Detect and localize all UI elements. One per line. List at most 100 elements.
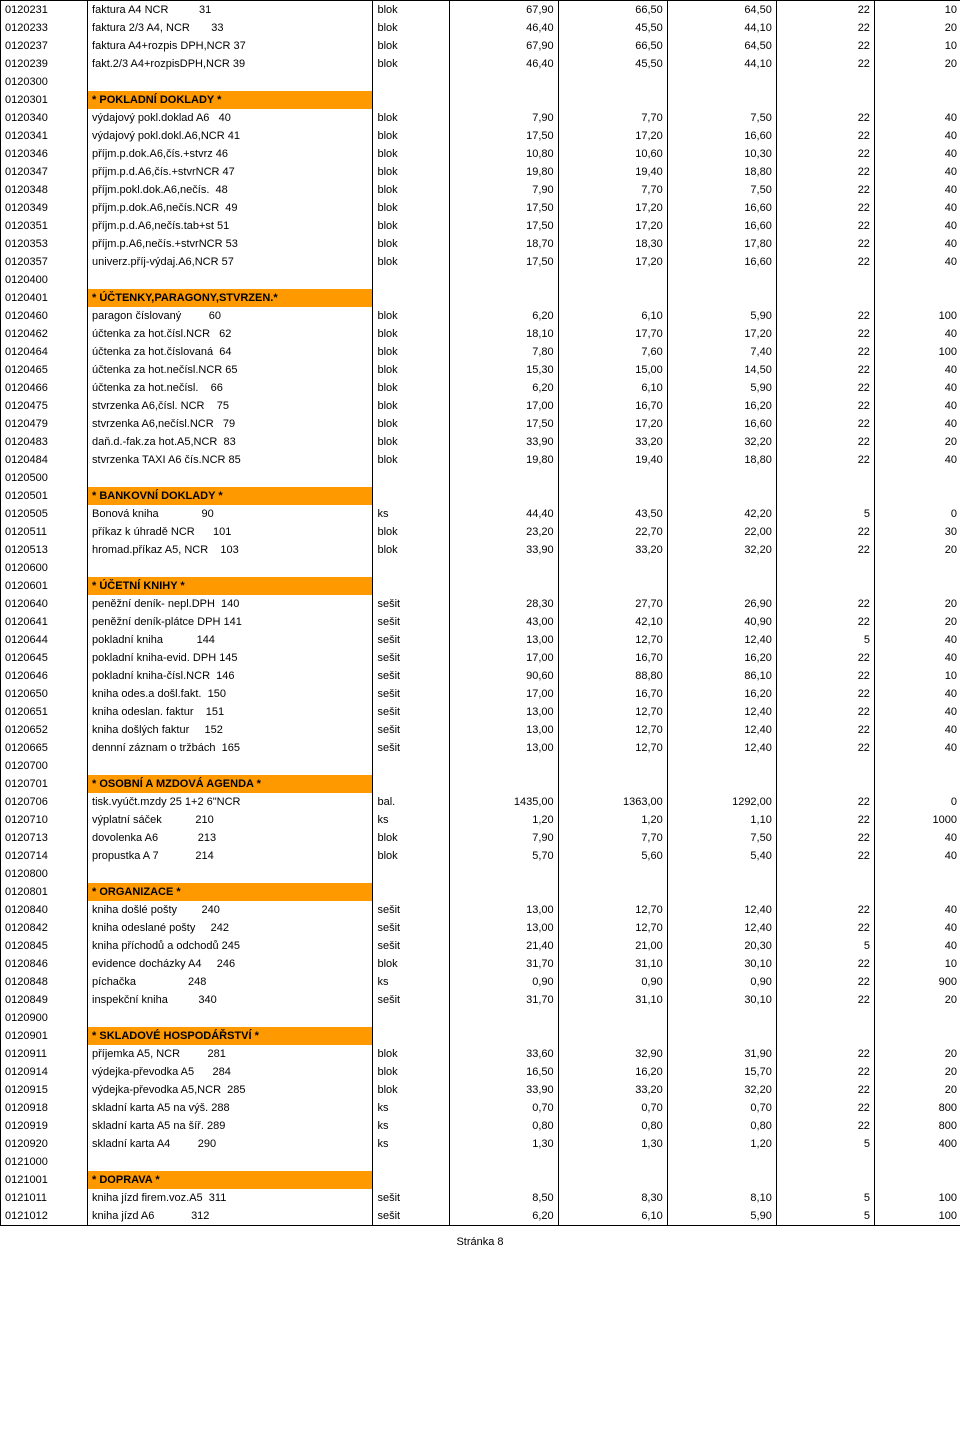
cell: 0120460	[1, 307, 88, 325]
cell	[667, 1027, 776, 1045]
cell: 22	[776, 181, 874, 199]
cell: 22	[776, 595, 874, 613]
cell: 1,20	[449, 811, 558, 829]
cell: peněžní deník-plátce DPH 141	[88, 613, 373, 631]
cell: kniha došlých faktur 152	[88, 721, 373, 739]
cell: příjm.p.A6,nečís.+stvrNCR 53	[88, 235, 373, 253]
cell: účtenka za hot.čísl.NCR 62	[88, 325, 373, 343]
table-row: 0120710výplatní sáček 210ks1,201,201,102…	[1, 811, 960, 829]
cell: 0120911	[1, 1045, 88, 1063]
cell: 0,70	[558, 1099, 667, 1117]
cell	[776, 757, 874, 775]
cell: inspekční kniha 340	[88, 991, 373, 1009]
table-row: 0120340výdajový pokl.doklad A6 40blok7,9…	[1, 109, 960, 127]
cell: 0120346	[1, 145, 88, 163]
table-row: 0120846evidence docházky A4 246blok31,70…	[1, 955, 960, 973]
table-row: 0120233faktura 2/3 A4, NCR 33blok46,4045…	[1, 19, 960, 37]
cell: 5,70	[449, 847, 558, 865]
cell: 22	[776, 379, 874, 397]
cell: 26,90	[667, 595, 776, 613]
cell: 22	[776, 739, 874, 757]
cell: 6,20	[449, 379, 558, 397]
cell: * POKLADNÍ DOKLADY *	[88, 91, 373, 109]
cell: ks	[373, 811, 449, 829]
cell: dennní záznam o tržbách 165	[88, 739, 373, 757]
cell: 0120651	[1, 703, 88, 721]
cell: kniha odeslan. faktur 151	[88, 703, 373, 721]
cell: 32,20	[667, 433, 776, 451]
cell: 6,20	[449, 307, 558, 325]
table-row: 0120706tisk.vyúčt.mzdy 25 1+2 6"NCRbal.1…	[1, 793, 960, 811]
cell	[449, 73, 558, 91]
cell	[373, 1027, 449, 1045]
cell: 40	[874, 361, 960, 379]
cell	[449, 289, 558, 307]
cell: 31,70	[449, 991, 558, 1009]
cell: 19,80	[449, 163, 558, 181]
cell: propustka A 7 214	[88, 847, 373, 865]
cell: blok	[373, 379, 449, 397]
cell: 10,80	[449, 145, 558, 163]
cell	[88, 559, 373, 577]
cell: 12,70	[558, 631, 667, 649]
cell: 21,00	[558, 937, 667, 955]
cell: 40	[874, 145, 960, 163]
cell: 5	[776, 937, 874, 955]
cell	[449, 577, 558, 595]
cell: blok	[373, 199, 449, 217]
cell: 23,20	[449, 523, 558, 541]
cell: stvrzenka TAXI A6 čís.NCR 85	[88, 451, 373, 469]
table-row: 0120475stvrzenka A6,čísl. NCR 75blok17,0…	[1, 397, 960, 415]
table-row: 0120341výdajový pokl.dokl.A6,NCR 41blok1…	[1, 127, 960, 145]
cell	[373, 775, 449, 793]
cell: 88,80	[558, 667, 667, 685]
cell: 16,60	[667, 253, 776, 271]
cell	[776, 1153, 874, 1171]
cell: 0121011	[1, 1189, 88, 1207]
cell	[874, 577, 960, 595]
cell: 0120601	[1, 577, 88, 595]
cell: 40	[874, 739, 960, 757]
cell: blok	[373, 55, 449, 73]
cell: 0,80	[449, 1117, 558, 1135]
cell: blok	[373, 1, 449, 19]
cell: kniha došlé pošty 240	[88, 901, 373, 919]
cell: 17,70	[558, 325, 667, 343]
cell: 0120300	[1, 73, 88, 91]
cell: evidence docházky A4 246	[88, 955, 373, 973]
cell: 22	[776, 253, 874, 271]
cell: 8,30	[558, 1189, 667, 1207]
cell: 0120848	[1, 973, 88, 991]
cell: 22	[776, 433, 874, 451]
cell: 0120644	[1, 631, 88, 649]
cell: 1,20	[667, 1135, 776, 1153]
cell: 22	[776, 199, 874, 217]
cell: 400	[874, 1135, 960, 1153]
cell: 33,20	[558, 433, 667, 451]
cell: 10,60	[558, 145, 667, 163]
cell	[449, 775, 558, 793]
cell	[667, 577, 776, 595]
cell	[88, 865, 373, 883]
cell: ks	[373, 1135, 449, 1153]
cell	[667, 469, 776, 487]
cell: 45,50	[558, 19, 667, 37]
table-row: 0120346příjm.p.dok.A6,čís.+stvrz 46blok1…	[1, 145, 960, 163]
cell: 0120918	[1, 1099, 88, 1117]
table-row: 0120348příjm.pokl.dok.A6,nečís. 48blok7,…	[1, 181, 960, 199]
cell: 22	[776, 1117, 874, 1135]
cell: 7,70	[558, 181, 667, 199]
cell: 22	[776, 991, 874, 1009]
cell: 22	[776, 109, 874, 127]
price-table: 0120231faktura A4 NCR 31blok67,9066,5064…	[1, 1, 960, 1225]
cell: 0,90	[667, 973, 776, 991]
cell: 5,60	[558, 847, 667, 865]
cell: 5	[776, 1135, 874, 1153]
table-row: 0120513hromad.příkaz A5, NCR 103blok33,9…	[1, 541, 960, 559]
cell: sešit	[373, 919, 449, 937]
cell	[558, 559, 667, 577]
cell: 22	[776, 415, 874, 433]
cell	[88, 1153, 373, 1171]
cell: blok	[373, 163, 449, 181]
cell: 10	[874, 955, 960, 973]
